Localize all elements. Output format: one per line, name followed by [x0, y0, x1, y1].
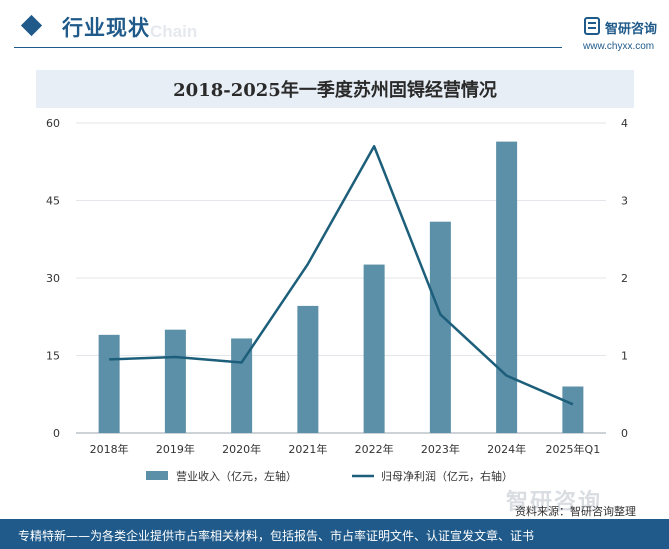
x-axis-tick-label: 2021年 [288, 442, 327, 456]
x-axis-tick-label: 2024年 [487, 442, 526, 456]
x-axis-tick-label: 2018年 [90, 442, 129, 456]
brand-url[interactable]: www.chyxx.com [583, 41, 655, 52]
bar-revenue [297, 305, 319, 433]
chart-title: 2018-2025年一季度苏州固锝经营情况 [173, 80, 497, 101]
header: 行业现状 Chain 智研咨询 www.chyxx.com [0, 0, 669, 58]
x-axis-tick-label: 2025年Q1 [546, 442, 601, 456]
diamond-icon [20, 14, 43, 37]
x-axis-tick-label: 2022年 [355, 442, 394, 456]
watermark-text: Chain [150, 22, 198, 41]
left-axis-tick-label: 30 [46, 272, 60, 285]
footer-tagline: 专精特新——为各类企业提供市占率相关材料，包括报告、市占率证明文件、认证宣发文章… [18, 529, 535, 543]
combo-chart: 0 15 30 45 60 0 1 2 3 4 2018年 2019年 2020年 2021年 2022年 2… [46, 117, 628, 483]
right-axis-tick-label: 4 [621, 117, 628, 130]
bar-revenue [98, 334, 120, 433]
right-axis-tick-label: 1 [621, 350, 628, 363]
brand-name: 智研咨询 [605, 22, 658, 37]
x-axis-tick-label: 2019年 [156, 442, 195, 456]
line-net-profit [109, 145, 574, 406]
bar-revenue [164, 329, 186, 433]
bar-revenue [363, 264, 385, 433]
x-axis-tick-label: 2020年 [222, 442, 261, 456]
left-axis-tick-label: 0 [53, 427, 60, 440]
bar-revenue [496, 141, 518, 433]
legend-swatch-revenue [146, 471, 168, 480]
x-axis-tick-label: 2023年 [421, 442, 460, 456]
left-axis-tick-label: 45 [46, 195, 60, 208]
right-axis-tick-label: 0 [621, 427, 628, 440]
footer-bar: 专精特新——为各类企业提供市占率相关材料，包括报告、市占率证明文件、认证宣发文章… [0, 519, 669, 549]
brand-logo-icon [584, 17, 600, 35]
legend-label-revenue: 营业收入（亿元，左轴） [176, 469, 297, 483]
right-axis-tick-label: 3 [621, 195, 628, 208]
bar-revenue [562, 386, 584, 433]
footer-logo-watermark: 智研咨询 [506, 490, 603, 515]
section-title: 行业现状 [62, 16, 150, 40]
left-axis-tick-label: 60 [46, 117, 60, 130]
legend-label-net-profit: 归母净利润（亿元，右轴） [381, 469, 513, 483]
chart-title-band: 2018-2025年一季度苏州固锝经营情况 [36, 70, 634, 108]
header-divider [14, 47, 562, 48]
bar-revenue [429, 221, 451, 433]
source-note: 资料来源：智研咨询整理 [515, 505, 636, 518]
left-axis-tick-label: 15 [46, 350, 60, 363]
right-axis-tick-label: 2 [621, 272, 628, 285]
